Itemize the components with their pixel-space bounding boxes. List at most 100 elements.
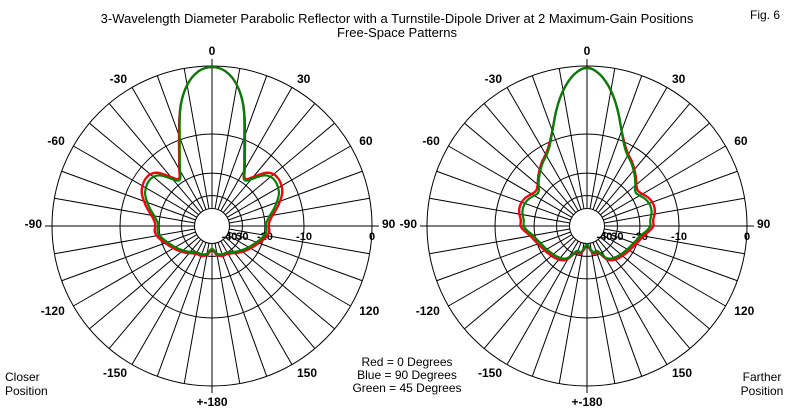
grid-spoke [436,170,571,221]
grid-spoke [108,103,202,213]
angle-label: 30 [672,72,686,86]
grid-spoke [601,234,726,307]
grid-spoke [222,103,316,213]
caption-closer-position: Closer Position [5,370,48,398]
legend-line-blue: Blue = 90 Degrees [357,368,457,382]
angle-label: -120 [416,304,440,318]
angle-label: -150 [103,366,127,380]
grid-ring--40db [194,208,230,244]
grid-ring-0db [426,65,748,387]
chart-title-line2: Free-Space Patterns [337,24,457,40]
radial-scale-label: -40 [222,231,238,243]
angle-label: -90 [400,217,418,231]
angle-label: 0 [584,44,591,58]
angle-label: 60 [734,134,748,148]
angle-label: 60 [359,134,373,148]
angle-label: -60 [422,134,440,148]
grid-ring--30db [556,195,618,257]
angle-label: 90 [757,217,771,231]
radial-scale-label: 0 [369,231,375,243]
grid-spoke [506,240,579,365]
grid-spoke [464,236,574,330]
radial-scale-label: 0 [744,231,750,243]
chart-title: 3-Wavelength Diameter Parabolic Reflecto… [0,12,794,39]
grid-spoke [483,103,577,213]
grid-spoke [600,122,710,216]
grid-spoke [448,145,573,218]
grid-spoke [228,170,363,221]
angle-label: -60 [47,134,65,148]
grid-ring--20db [533,172,641,280]
grid-spoke [73,145,198,218]
caption-closer-line1: Closer [5,370,40,384]
grid-spoke [595,240,668,365]
grid-ring--10db [119,133,305,319]
pattern-curve-green [144,65,280,256]
grid-spoke [220,240,293,365]
grid-spoke [506,87,579,212]
grid-spoke [108,239,202,349]
grid-spoke [589,243,616,384]
legend-line-green: Green = 45 Degrees [352,381,462,395]
grid-spoke [214,243,241,384]
radial-scale-label: -40 [597,231,613,243]
grid-spoke [217,242,268,377]
grid-spoke [464,122,574,216]
radial-scale-label: -10 [296,231,312,243]
angle-label: 120 [359,304,379,318]
grid-spoke [604,228,745,255]
angle-label: -90 [25,217,43,231]
grid-spoke [531,75,582,210]
grid-spoke [54,228,195,255]
grid-ring--30db [181,195,243,257]
grid-spoke [61,170,196,221]
pattern-curve-green [521,66,653,260]
grid-spoke [601,145,726,218]
caption-closer-line2: Position [5,384,48,398]
angle-label: 150 [672,366,692,380]
grid-spoke [603,170,738,221]
angle-label: 120 [734,304,754,318]
grid-spoke [595,87,668,212]
grid-spoke [229,228,370,255]
grid-spoke [226,234,351,307]
angle-label: -150 [478,366,502,380]
caption-farther-line1: Farther [742,370,782,384]
legend: Red = 0 Degrees Blue = 90 Degrees Green … [337,356,477,395]
chart-title-line1: 3-Wavelength Diameter Parabolic Reflecto… [100,11,694,26]
angle-label: 90 [382,217,396,231]
grid-spoke [429,228,570,255]
grid-spoke [226,145,351,218]
grid-spoke [217,75,268,210]
grid-spoke [131,240,204,365]
angle-label: -30 [485,72,503,86]
grid-spoke [592,75,643,210]
angle-label: +-180 [571,395,602,409]
grid-spoke [604,197,745,224]
angle-label: 0 [209,44,216,58]
grid-spoke [54,197,195,224]
grid-spoke [156,75,207,210]
grid-spoke [531,242,582,377]
grid-ring--10db [494,133,680,319]
grid-spoke [89,122,199,216]
radial-scale-label: -10 [671,231,687,243]
grid-spoke [225,236,335,330]
grid-spoke [436,231,571,282]
grid-spoke [600,236,710,330]
radial-scale-label: 30 [611,231,623,243]
angle-label: +-180 [196,395,227,409]
grid-spoke [183,243,210,384]
grid-spoke [214,68,241,209]
grid-spoke [183,68,210,209]
grid-spoke [229,197,370,224]
caption-farther-line2: Position [740,384,784,398]
grid-spoke [592,242,643,377]
grid-spoke [61,231,196,282]
angle-label: 150 [297,366,317,380]
grid-spoke [448,234,573,307]
figure-label: Fig. 6 [750,8,781,22]
